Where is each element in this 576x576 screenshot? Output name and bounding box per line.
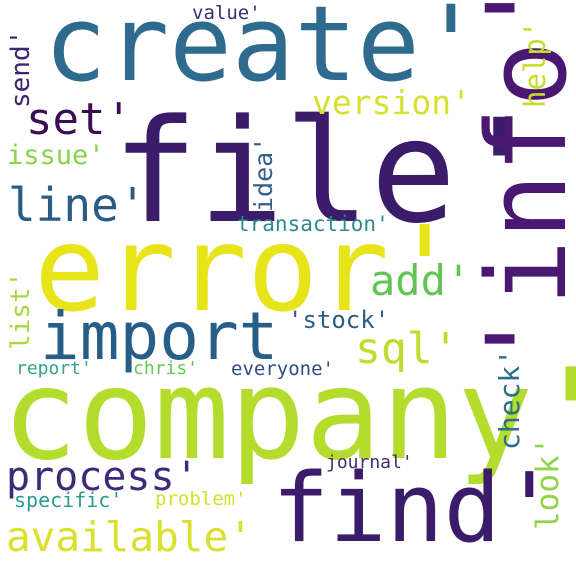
word-value: value'	[192, 2, 261, 24]
word-report: report'	[16, 358, 92, 379]
word-stock: 'stock'	[288, 306, 390, 334]
word-add: add'	[370, 256, 472, 305]
word-idea: idea'	[249, 136, 278, 212]
word-problem: problem'	[155, 488, 247, 510]
word-specific: specific'	[14, 488, 123, 512]
word-help: help'	[518, 20, 552, 108]
word-process: process'	[6, 454, 199, 500]
word-import: import	[40, 298, 279, 375]
word-file: file'	[112, 88, 543, 255]
word-set: set'	[26, 94, 132, 145]
word-list: list'	[6, 271, 36, 350]
word-journal: journal'	[326, 452, 413, 473]
word-send: send'	[6, 29, 36, 108]
word-available: available'	[6, 513, 253, 561]
word-find: find'	[272, 454, 558, 564]
word-check: check'	[493, 348, 526, 450]
word-everyone: everyone'	[231, 358, 334, 380]
word-look: look'	[530, 436, 566, 530]
word-error: error'	[34, 200, 461, 338]
word-line: line'	[8, 178, 147, 232]
word-transaction: transaction'	[237, 212, 389, 236]
word-version: version'	[312, 83, 471, 122]
word-create: create'	[44, 0, 483, 105]
word-chris: chris'	[133, 358, 199, 379]
word-company: company'	[2, 341, 576, 488]
word-sql: sql'	[355, 324, 459, 374]
word-issue: issue'	[7, 140, 105, 171]
